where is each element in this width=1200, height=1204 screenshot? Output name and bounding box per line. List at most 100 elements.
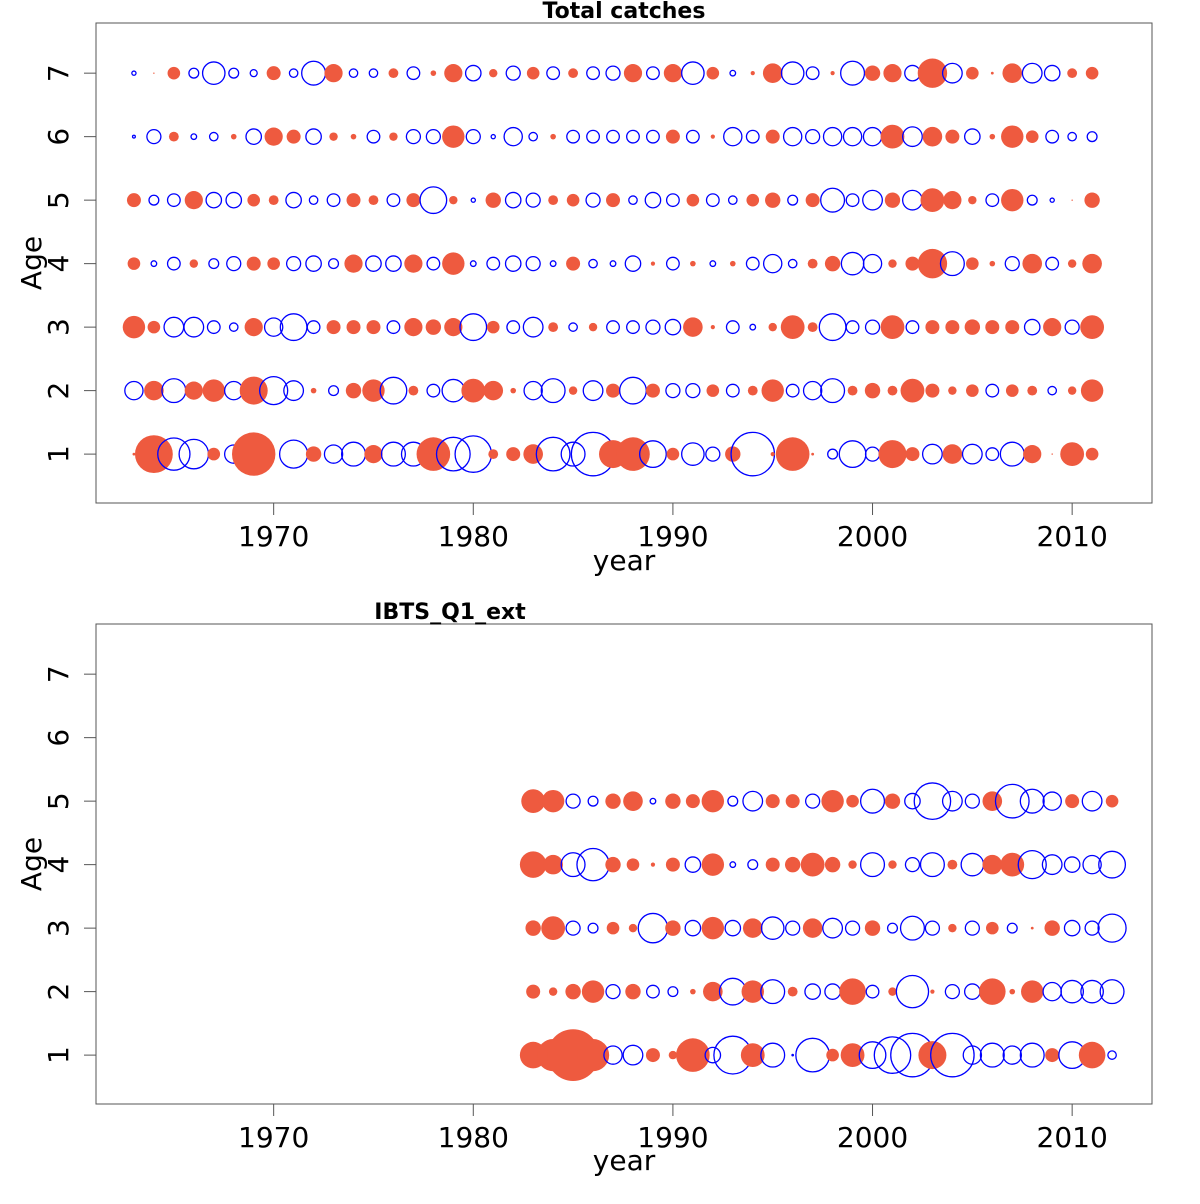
bubble — [503, 126, 523, 147]
bubble — [576, 1039, 610, 1072]
bubble — [603, 1045, 623, 1065]
bubble — [905, 447, 920, 462]
bubble — [124, 380, 144, 401]
bubble — [441, 378, 466, 403]
bubble — [263, 317, 284, 337]
bubble — [246, 256, 261, 271]
bubble — [587, 922, 599, 934]
bubble — [568, 386, 578, 395]
bubble — [1067, 386, 1077, 395]
bubble — [900, 378, 925, 403]
y-axis-label: Age — [15, 837, 48, 891]
bubble — [122, 315, 146, 339]
bubble — [706, 66, 720, 80]
bubble — [326, 193, 341, 208]
bubble — [1001, 188, 1024, 212]
bubble — [960, 852, 985, 877]
bubble — [864, 319, 881, 335]
bubble — [888, 860, 897, 869]
bubble — [985, 447, 1000, 462]
bubble — [846, 794, 859, 808]
bubble — [1080, 315, 1105, 340]
bubble — [345, 382, 362, 399]
bubble — [308, 195, 319, 205]
bubble — [264, 127, 283, 146]
bubble — [847, 385, 858, 396]
bubble — [830, 71, 835, 76]
bubble — [925, 320, 940, 335]
bubble — [606, 383, 621, 398]
bubble — [541, 789, 565, 813]
bubble — [705, 193, 720, 208]
bubble — [380, 441, 406, 467]
bubble — [326, 320, 341, 335]
bubble — [745, 129, 760, 144]
bubble — [605, 983, 621, 1000]
bubble — [1005, 320, 1020, 335]
bubble — [746, 193, 760, 207]
bubble — [268, 195, 279, 206]
bubble — [665, 857, 680, 872]
y-tick-label: 5 — [42, 792, 75, 810]
bubble — [840, 1043, 865, 1068]
bubble — [543, 854, 563, 875]
bubble — [588, 322, 598, 332]
bubble — [964, 319, 981, 335]
bubble — [550, 133, 556, 140]
bubble — [279, 313, 308, 342]
bubble — [1005, 384, 1019, 397]
bubble — [525, 255, 541, 272]
bubble — [628, 195, 638, 205]
bubble — [464, 64, 482, 82]
bubble — [966, 384, 979, 397]
bubble — [144, 380, 164, 401]
bubble — [519, 851, 547, 878]
bubble — [1082, 854, 1102, 875]
bubble — [131, 134, 136, 139]
bubble — [386, 193, 401, 208]
bubble — [226, 255, 242, 272]
bubble — [780, 61, 805, 86]
bubble — [444, 64, 463, 83]
bubble — [784, 856, 801, 873]
x-tick-label: 1980 — [438, 520, 509, 553]
bubble — [535, 436, 571, 472]
bubble — [365, 255, 382, 272]
bubble — [637, 912, 669, 944]
bubble — [548, 195, 559, 206]
bubble — [625, 983, 641, 1000]
bubble — [775, 437, 810, 471]
bubble — [1004, 255, 1020, 272]
bubble — [510, 387, 517, 394]
bubble — [208, 131, 219, 142]
x-tick-label: 1990 — [637, 520, 708, 553]
bubble — [188, 67, 200, 79]
bubble — [366, 320, 381, 335]
bubble — [368, 195, 379, 206]
bubble — [586, 129, 601, 144]
bubble — [787, 194, 799, 206]
bubble — [985, 320, 1000, 335]
bubble — [943, 191, 962, 210]
bubble — [747, 859, 759, 871]
bubble — [148, 194, 160, 206]
bubble — [485, 192, 501, 208]
bubble — [645, 66, 660, 81]
bubble — [1001, 125, 1024, 148]
bubble — [266, 66, 281, 81]
bubble — [288, 68, 299, 79]
bubble — [727, 795, 739, 807]
bubble — [190, 133, 198, 141]
bubble — [272, 453, 275, 455]
bubble — [888, 259, 897, 268]
bubble — [760, 916, 785, 940]
x-tick-label: 1970 — [238, 520, 309, 553]
bubble — [548, 987, 558, 996]
bubble — [435, 436, 471, 472]
bubble — [189, 259, 199, 268]
bubble — [802, 918, 823, 938]
bubble — [723, 126, 743, 147]
y-tick-label: 3 — [42, 919, 75, 937]
bubble — [884, 793, 901, 809]
bubble — [388, 68, 399, 79]
